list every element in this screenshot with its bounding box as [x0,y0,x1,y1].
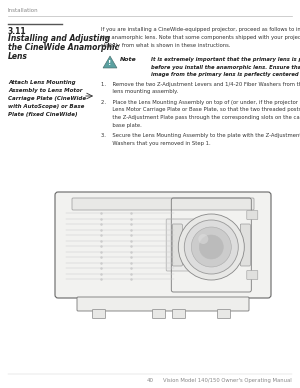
Text: the Z-Adjustment Plate pass through the corresponding slots on the carriage plat: the Z-Adjustment Plate pass through the … [101,115,300,120]
Text: Attach Lens Mounting: Attach Lens Mounting [8,80,76,85]
FancyBboxPatch shape [240,224,250,266]
Text: !: ! [108,60,112,66]
FancyBboxPatch shape [166,219,196,271]
Text: If you are installing a CineWide-equipped projector, proceed as follows to insta: If you are installing a CineWide-equippe… [101,27,300,32]
Text: Installing and Adjusting: Installing and Adjusting [8,34,110,43]
Text: Lens: Lens [8,52,28,61]
Text: slightly from what is shown in these instructions.: slightly from what is shown in these ins… [101,43,230,48]
Text: before you install the anamorphic lens. Ensure that the 16:9 or 4:3: before you install the anamorphic lens. … [151,64,300,69]
Text: Plate (fixed CineWide): Plate (fixed CineWide) [8,112,77,117]
FancyBboxPatch shape [172,310,185,319]
Text: Note: Note [120,57,137,62]
FancyBboxPatch shape [77,297,249,311]
FancyBboxPatch shape [172,224,182,266]
Text: Vision Model 140/150 Owner's Operating Manual: Vision Model 140/150 Owner's Operating M… [163,378,292,383]
Text: Installation: Installation [8,8,39,13]
Circle shape [178,214,244,280]
Text: 3.11: 3.11 [8,27,27,36]
Text: image from the primary lens is perfectly centered on the screen.: image from the primary lens is perfectly… [151,72,300,77]
Circle shape [199,235,223,259]
Circle shape [191,227,231,267]
Text: Washers that you removed in Step 1.: Washers that you removed in Step 1. [101,140,211,146]
FancyBboxPatch shape [247,211,258,220]
Polygon shape [103,56,117,68]
Text: 2.    Place the Lens Mounting Assembly on top of (or under, if the projector is : 2. Place the Lens Mounting Assembly on t… [101,100,300,105]
Text: 1.    Remove the two Z-Adjustment Levers and 1/4-20 Fiber Washers from the botto: 1. Remove the two Z-Adjustment Levers an… [101,82,300,87]
FancyBboxPatch shape [152,310,166,319]
FancyBboxPatch shape [72,198,254,210]
Text: Carriage Plate (CineWide: Carriage Plate (CineWide [8,96,86,101]
Text: lens mounting assembly.: lens mounting assembly. [101,90,178,95]
FancyBboxPatch shape [92,310,106,319]
Text: Assembly to Lens Motor: Assembly to Lens Motor [8,88,82,93]
FancyBboxPatch shape [55,192,271,298]
Text: base plate.: base plate. [101,123,142,128]
Circle shape [198,234,208,244]
Text: It is extremely important that the primary lens is properly adjusted: It is extremely important that the prima… [151,57,300,62]
Text: the anamorphic lens. Note that some components shipped with your projector may d: the anamorphic lens. Note that some comp… [101,35,300,40]
FancyBboxPatch shape [218,310,230,319]
Text: Lens Motor Carriage Plate or Base Plate, so that the two threaded posts at the b: Lens Motor Carriage Plate or Base Plate,… [101,107,300,113]
Text: 40: 40 [146,378,154,383]
Text: the CineWide Anamorphic: the CineWide Anamorphic [8,43,119,52]
Text: 3.    Secure the Lens Mounting Assembly to the plate with the Z-Adjustment Lever: 3. Secure the Lens Mounting Assembly to … [101,133,300,138]
Text: with AutoScope) or Base: with AutoScope) or Base [8,104,84,109]
Circle shape [184,220,238,274]
FancyBboxPatch shape [247,270,258,279]
